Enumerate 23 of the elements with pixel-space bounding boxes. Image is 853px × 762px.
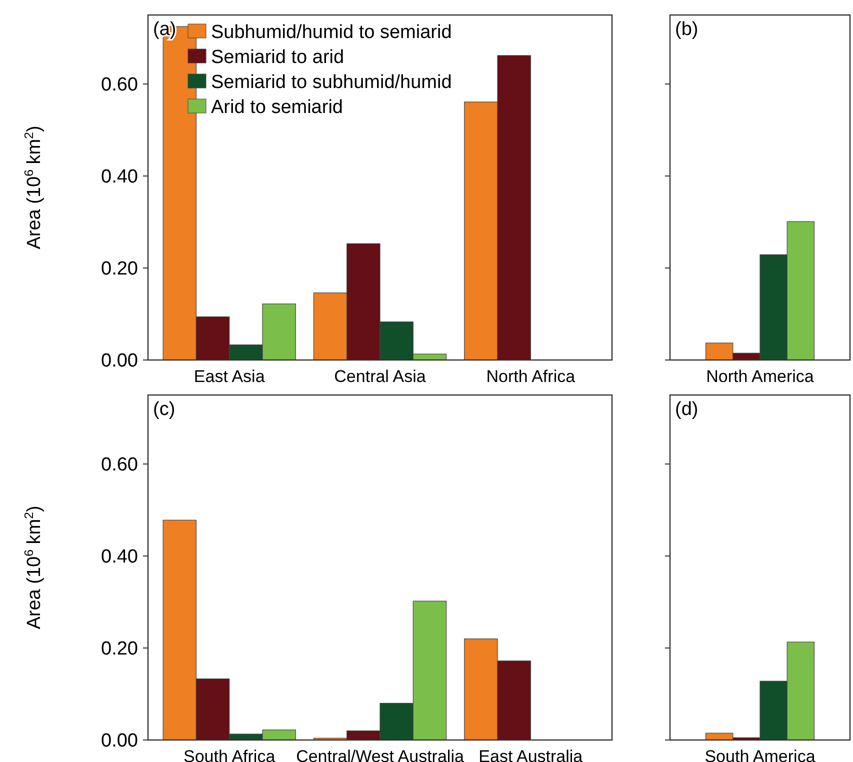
y-tick-label: 0.20 — [101, 638, 138, 660]
y-tick-label: 0.60 — [101, 74, 138, 96]
x-tick-label: Central Asia — [334, 367, 426, 386]
y-tick-label: 0.40 — [101, 166, 138, 188]
chart-title: (b) — [675, 19, 698, 40]
legend-label: Semiarid to arid — [211, 47, 344, 68]
x-tick-label: North Africa — [486, 367, 576, 386]
legend-label: Arid to semiarid — [211, 97, 343, 118]
legend-label: Subhumid/humid to semiarid — [211, 22, 452, 43]
legend-label: Semiarid to subhumid/humid — [211, 72, 452, 93]
x-tick-label: East Australia — [478, 747, 584, 762]
x-tick-label: North America — [706, 367, 814, 386]
x-tick-label: Central/West Australia — [296, 747, 464, 762]
y-tick-label: 0.00 — [101, 730, 138, 752]
y-tick-label: 0.00 — [101, 350, 138, 372]
x-tick-label: East Asia — [194, 367, 266, 386]
chart-title: (d) — [675, 399, 698, 420]
y-tick-label: 0.40 — [101, 546, 138, 568]
y-tick-label: 0.20 — [101, 258, 138, 280]
chart-title: (c) — [153, 399, 176, 420]
y-tick-label: 0.60 — [101, 454, 138, 476]
x-tick-label: South Africa — [184, 747, 276, 762]
x-tick-label: South America — [704, 747, 816, 762]
